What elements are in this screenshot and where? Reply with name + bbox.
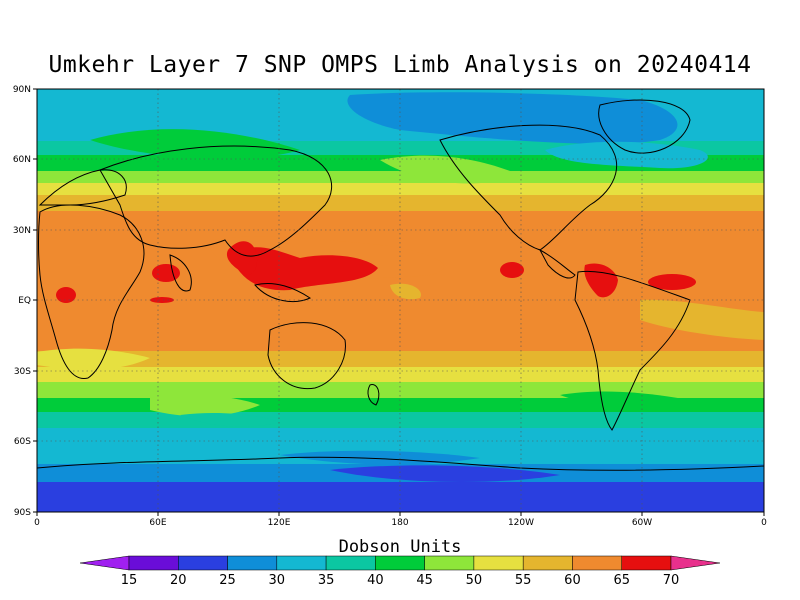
colorbar-label: 70 xyxy=(663,573,680,588)
colorbar-title: Dobson Units xyxy=(338,537,462,557)
lat-label: 90S xyxy=(14,508,31,518)
lat-label: 30N xyxy=(13,226,31,236)
colorbar-label: 30 xyxy=(269,573,286,588)
lat-label: EQ xyxy=(18,296,31,306)
lon-label: 60W xyxy=(632,518,652,528)
lat-label: 60N xyxy=(13,155,31,165)
colorbar-label: 60 xyxy=(564,573,581,588)
lat-label: 90N xyxy=(13,85,31,95)
lon-label: 0 xyxy=(34,518,40,528)
colorbar-label: 20 xyxy=(170,573,187,588)
colorbar-extend-high xyxy=(670,555,721,571)
lon-labels: 0 60E 120E 180 120W 60W 0 xyxy=(34,518,767,528)
lon-label: 120E xyxy=(268,518,291,528)
lon-label: 120W xyxy=(508,518,534,528)
colorbar-label: 45 xyxy=(416,573,433,588)
colorbar-box xyxy=(178,555,228,571)
colorbar-label: 35 xyxy=(318,573,335,588)
gridlines xyxy=(37,89,764,512)
colorbar-label: 40 xyxy=(367,573,384,588)
colorbar-box xyxy=(375,555,425,571)
colorbar-label: 25 xyxy=(219,573,236,588)
lat-label: 30S xyxy=(14,367,31,377)
tick-marks xyxy=(33,88,765,516)
lon-label: 0 xyxy=(761,518,767,528)
colorbar-extend-low xyxy=(79,555,130,571)
colorbar-box xyxy=(227,555,278,571)
colorbar-label: 15 xyxy=(121,573,138,588)
colorbar: 15 20 25 30 35 40 45 50 55 60 65 70 xyxy=(79,555,721,588)
colorbar-label: 50 xyxy=(466,573,483,588)
colorbar-box xyxy=(473,555,524,571)
colorbar-label: 55 xyxy=(515,573,532,588)
colorbar-box xyxy=(621,555,672,571)
lat-label: 60S xyxy=(14,437,31,447)
colorbar-box xyxy=(424,555,475,571)
colorbar-box xyxy=(276,555,327,571)
lon-label: 180 xyxy=(391,518,408,528)
colorbar-box xyxy=(572,555,622,571)
map-title: Umkehr Layer 7 SNP OMPS Limb Analysis on… xyxy=(48,52,752,78)
colorbar-box xyxy=(325,555,376,571)
colorbar-box xyxy=(522,555,573,571)
lon-label: 60E xyxy=(149,518,166,528)
coastlines xyxy=(37,99,764,471)
colorbar-label: 65 xyxy=(613,573,630,588)
lat-labels: 90N 60N 30N EQ 30S 60S 90S xyxy=(13,85,31,518)
colorbar-box xyxy=(128,555,179,571)
ozone-field xyxy=(37,89,764,512)
